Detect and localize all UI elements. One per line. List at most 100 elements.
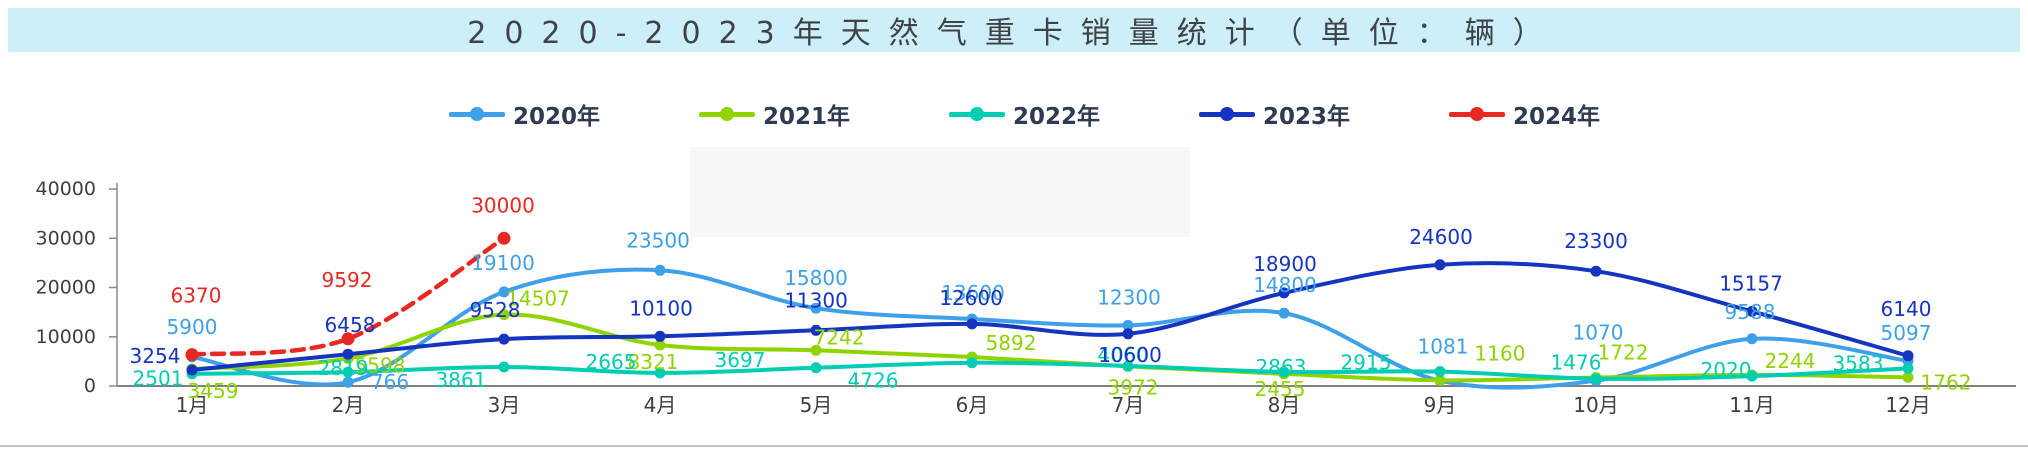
data-label-2020: 5900: [167, 315, 218, 339]
x-axis-label: 3月: [488, 393, 521, 417]
data-point-2022: [1746, 370, 1758, 382]
data-point-2022: [1902, 362, 1914, 374]
data-point-2023: [1122, 328, 1134, 340]
data-point-2024: [497, 231, 511, 245]
legend-marker-icon: [1199, 107, 1255, 121]
x-axis-label: 9月: [1424, 393, 1457, 417]
data-point-2022: [342, 366, 354, 378]
data-label-2022: 2665: [586, 350, 637, 374]
legend-label: 2020年: [513, 104, 601, 130]
data-label-2023: 3254: [130, 344, 181, 368]
axes: 0 10000 20000 30000 40000 1月 2月 3月 4月 5月 6月 7月 8月 9月 1…: [36, 178, 2016, 417]
legend-dot-icon: [1220, 107, 1234, 121]
data-point-2020: [342, 376, 354, 388]
data-point-2023: [186, 364, 198, 376]
legend-marker-icon: [949, 107, 1005, 121]
data-label-2021: 1762: [1921, 370, 1972, 394]
data-label-2023: 11300: [784, 288, 848, 312]
data-point-2021: [1902, 371, 1914, 383]
bottom-divider: [0, 445, 2028, 447]
data-point-2023: [966, 318, 978, 330]
legend-dot-icon: [970, 107, 984, 121]
data-label-2021: 5892: [986, 331, 1037, 355]
data-point-2020: [1746, 333, 1758, 345]
data-point-2020: [654, 264, 666, 276]
legend-label: 2024年: [1513, 104, 1601, 130]
data-point-2022: [1590, 373, 1602, 385]
legend-dot-icon: [720, 107, 734, 121]
data-label-2023: 15157: [1719, 271, 1783, 295]
y-axis-label: 40000: [36, 178, 96, 200]
data-label-2023: 18900: [1253, 252, 1317, 276]
data-label-2022: 2915: [1341, 351, 1392, 375]
data-point-2024: [341, 332, 355, 346]
data-label-2020: 5097: [1881, 321, 1932, 345]
data-label-2023: 10600: [1098, 343, 1162, 367]
legend-marker-icon: [449, 107, 505, 121]
chart-title: 2020-2023年天然气重卡销量统计（单位：辆）: [467, 16, 1561, 51]
series-labels-2021: 3459 5598 14507 8321 7242 5892 3972 2455 1160 172…: [188, 287, 1972, 403]
data-label-2023: 12600: [939, 286, 1003, 310]
data-label-2020: 1081: [1418, 335, 1469, 359]
series-labels-2023: 3254 6458 9528 10100 11300 12600 10600 18900 246…: [130, 225, 1932, 368]
x-axis-label: 4月: [644, 393, 677, 417]
data-label-2023: 6458: [325, 313, 376, 337]
data-label-2022: 2501: [133, 367, 184, 391]
series-line-2023: [190, 261, 1910, 372]
data-label-2022: 2863: [1256, 355, 1307, 379]
y-axis-label: 20000: [36, 277, 96, 299]
data-point-2023: [1590, 265, 1602, 277]
data-label-2023: 24600: [1409, 225, 1473, 249]
legend-item-2021: 2021年: [699, 100, 851, 130]
y-axis-label: 10000: [36, 326, 96, 348]
data-label-2020: 12300: [1097, 285, 1161, 309]
series-line-2022: [190, 360, 1910, 381]
data-point-2023: [1434, 259, 1446, 271]
data-point-2022: [1278, 366, 1290, 378]
data-label-2020: 19100: [471, 251, 535, 275]
data-point-2023: [1746, 305, 1758, 317]
data-point-2022: [654, 367, 666, 379]
data-label-2020: 15800: [784, 266, 848, 290]
series-labels-2024: 6370 9592 30000: [171, 193, 535, 307]
series-labels-2022: 2501 2819 3861 2665 3697 4726 4060 2863 2915 1476…: [133, 343, 1884, 393]
data-label-2023: 9528: [470, 298, 521, 322]
data-label-2021: 8321: [628, 350, 679, 374]
data-point-2021: [1434, 374, 1446, 386]
series-labels-2020: 5900 766 19100 23500 15800 13600 12300 14800 108…: [167, 228, 1932, 394]
series-2023: [186, 259, 1914, 376]
data-label-2020: 9588: [1725, 300, 1776, 324]
legend-marker-icon: [699, 107, 755, 121]
watermark-remnant: [690, 147, 1190, 237]
legend-dot-icon: [470, 107, 484, 121]
x-axis-label: 6月: [956, 393, 989, 417]
data-label-2023: 10100: [629, 296, 693, 320]
data-point-2022: [966, 357, 978, 369]
data-label-2021: 7242: [814, 325, 865, 349]
data-point-2021: [810, 344, 822, 356]
series-2024: [185, 231, 511, 362]
data-point-2023: [654, 330, 666, 342]
data-label-2020: 23500: [626, 228, 690, 252]
x-axis-label: 12月: [1885, 393, 1930, 417]
data-point-2023: [1278, 287, 1290, 299]
data-label-2022: 3697: [715, 348, 766, 372]
data-label-2021: 5598: [355, 353, 406, 377]
legend-item-2023: 2023年: [1199, 100, 1351, 130]
series-line-2024: [189, 236, 507, 357]
legend-label: 2021年: [763, 104, 851, 130]
series-2022: [186, 357, 1914, 385]
data-label-2020: 14800: [1253, 273, 1317, 297]
data-point-2023: [498, 333, 510, 345]
title-banner: 2020-2023年天然气重卡销量统计（单位：辆）: [8, 8, 2020, 52]
data-label-2021: 3459: [188, 379, 239, 403]
data-point-2020: [810, 302, 822, 314]
x-axis-label: 1月: [176, 393, 209, 417]
data-label-2021: 3972: [1108, 375, 1159, 399]
data-point-2023: [810, 324, 822, 336]
legend-label: 2023年: [1263, 104, 1351, 130]
data-label-2023: 23300: [1564, 229, 1628, 253]
x-axis-label: 7月: [1112, 393, 1145, 417]
legend-item-2020: 2020年: [449, 100, 601, 130]
